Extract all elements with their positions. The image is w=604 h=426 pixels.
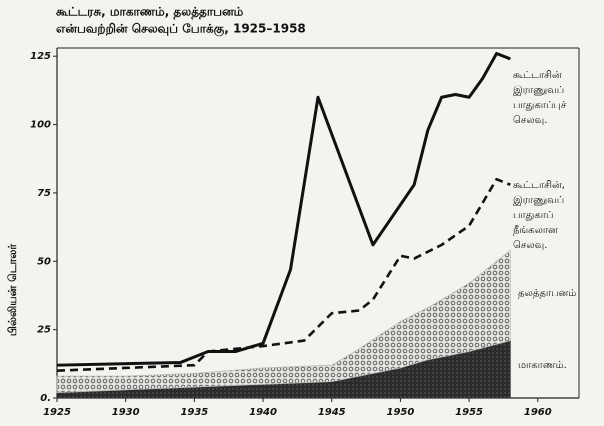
x-tick-label: 1930 bbox=[112, 407, 140, 418]
line-label: செலவு. bbox=[513, 240, 547, 251]
y-tick-label: 100 bbox=[30, 120, 51, 131]
x-tick-label: 1955 bbox=[455, 407, 483, 418]
line bbox=[56, 51, 511, 367]
y-tick-label: 25 bbox=[37, 325, 51, 336]
y-tick-label: 125 bbox=[30, 51, 51, 62]
chart-title: என்பவற்றின் செலவுப் போக்கு, 1925–1958 bbox=[56, 22, 306, 37]
x-tick-label: 1925 bbox=[43, 407, 71, 418]
area-label: தலத்தாபனம் bbox=[518, 288, 576, 299]
area-label: மாகாணம். bbox=[518, 360, 567, 371]
line-label: செலவு. bbox=[513, 115, 547, 126]
line-label: இராணுவப் bbox=[513, 195, 564, 206]
line bbox=[56, 177, 511, 372]
chart-title: கூட்டரசு, மாகாணம், தலத்தாபனம் bbox=[56, 5, 244, 20]
y-axis-label: பில்லியன் டொலர் bbox=[6, 244, 19, 336]
area bbox=[56, 249, 511, 393]
x-tick-label: 1945 bbox=[318, 407, 346, 418]
y-tick-label: 0. bbox=[40, 393, 51, 404]
x-tick-label: 1950 bbox=[386, 407, 414, 418]
line-label: நீங்கலான bbox=[513, 225, 558, 236]
line-label: பாதுகாப்புச் bbox=[513, 100, 567, 111]
x-tick-label: 1935 bbox=[180, 407, 208, 418]
line-label: பாதுகாப் bbox=[513, 210, 553, 221]
line-label: இராணுவப் bbox=[513, 85, 564, 96]
line-label: கூட்டாசின், bbox=[513, 180, 565, 191]
y-tick-label: 75 bbox=[37, 188, 51, 199]
x-tick-label: 1940 bbox=[249, 407, 277, 418]
line-label: கூட்டாசின் bbox=[513, 70, 562, 81]
y-tick-label: 50 bbox=[37, 256, 51, 267]
x-tick-label: 1960 bbox=[524, 407, 552, 418]
